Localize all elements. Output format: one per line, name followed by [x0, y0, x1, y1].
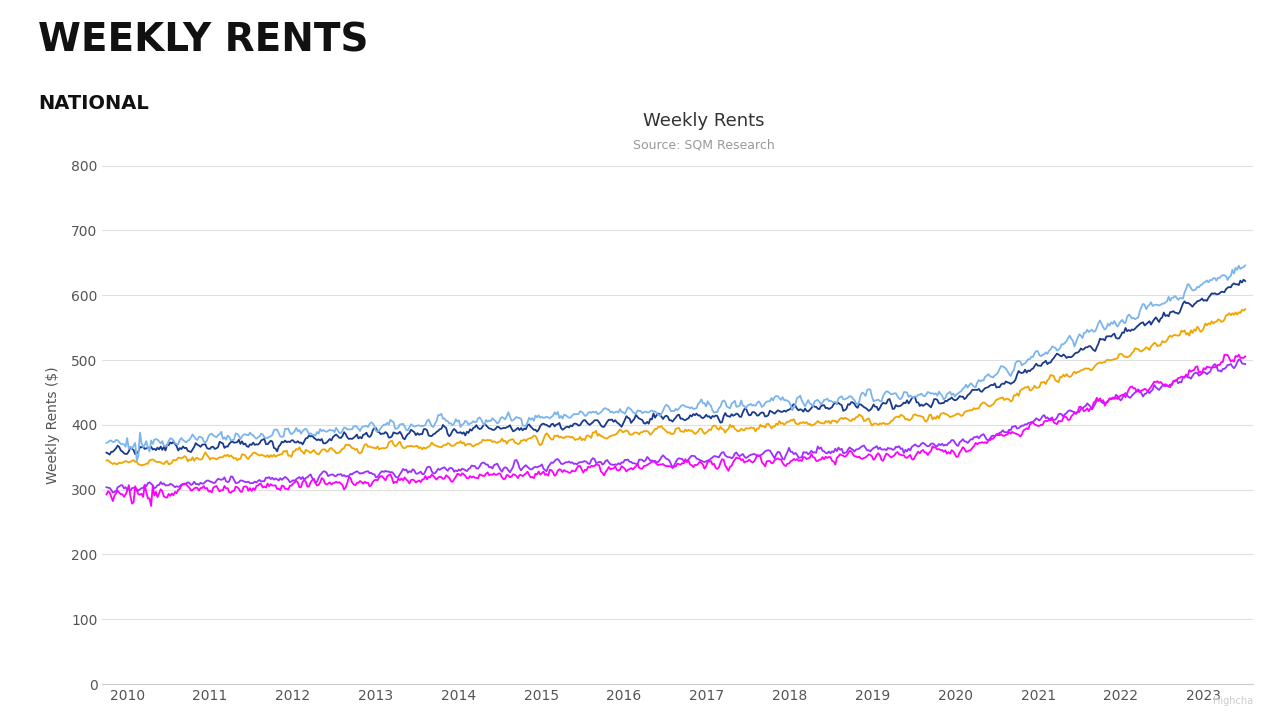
Text: WEEKLY RENTS: WEEKLY RENTS — [38, 22, 368, 60]
Text: Highcha: Highcha — [1214, 696, 1253, 706]
Text: NATIONAL: NATIONAL — [38, 94, 150, 112]
Text: Weekly Rents: Weekly Rents — [643, 112, 764, 130]
Y-axis label: Weekly Rents ($): Weekly Rents ($) — [46, 366, 60, 484]
Text: Source: SQM Research: Source: SQM Research — [633, 138, 774, 151]
